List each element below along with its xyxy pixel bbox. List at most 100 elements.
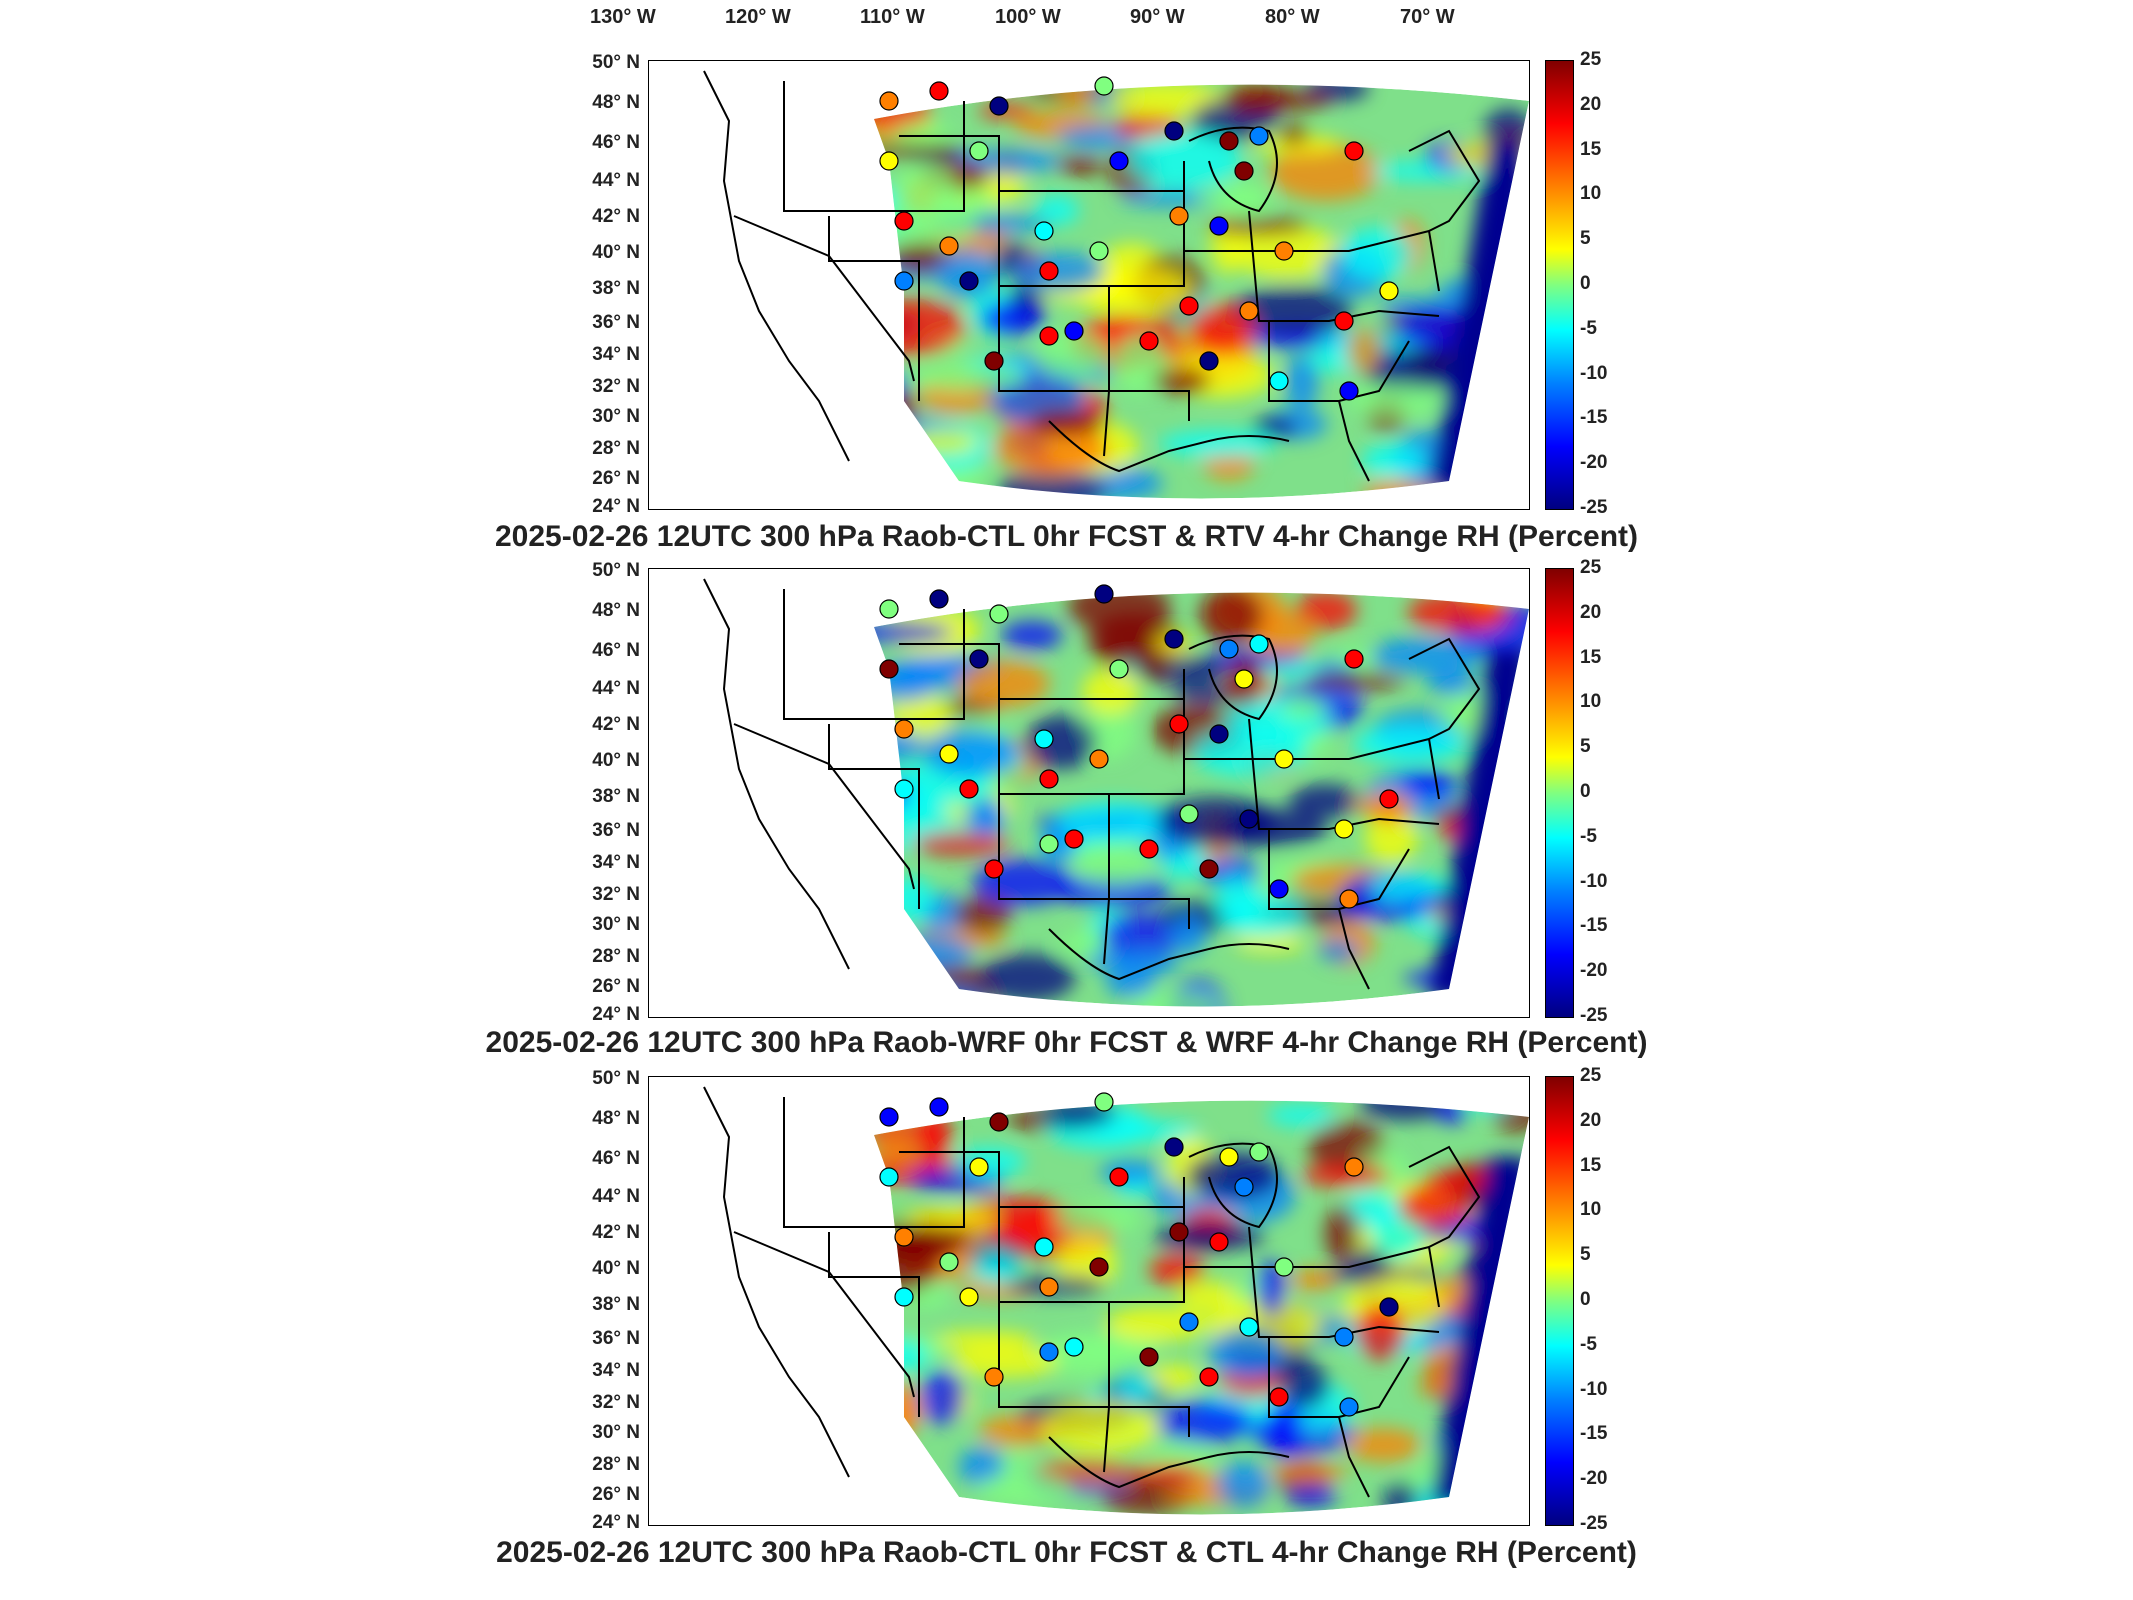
longitude-axis: 130° W 120° W 110° W 100° W 90° W 80° W 70° W: [0, 6, 2133, 46]
map-panel-2: 50° N 48° N 46° N 44° N 42° N 40° N 38° N 36° N…: [0, 557, 2133, 1066]
colorbar-tick-label: -5: [1580, 825, 1597, 847]
colorbar-tick-label: 15: [1580, 138, 1602, 160]
state-boundary: [1108, 794, 1190, 929]
latitude-label: 30° N: [592, 914, 640, 935]
latitude-label: 44° N: [592, 1186, 640, 1207]
state-boundary: [733, 1231, 915, 1398]
state-boundary: [828, 724, 920, 909]
raob-station-marker: [1249, 126, 1269, 146]
raob-station-marker: [1039, 326, 1059, 346]
colorbar-tick-label: 25: [1580, 1065, 1602, 1086]
panel-title: 2025-02-26 12UTC 300 hPa Raob-CTL 0hr FC…: [496, 1536, 1637, 1569]
latitude-label: 36° N: [592, 820, 640, 841]
raob-station-marker: [1274, 1257, 1294, 1277]
latitude-label: 44° N: [592, 170, 640, 191]
raob-station-marker: [1109, 151, 1129, 171]
raob-station-marker: [1089, 749, 1109, 769]
latitude-label: 28° N: [592, 1454, 640, 1475]
raob-station-marker: [969, 1157, 989, 1177]
raob-station-marker: [1169, 1222, 1189, 1242]
colorbar-tick-label: 15: [1580, 646, 1602, 668]
state-boundary: [733, 723, 915, 890]
state-boundary: [1184, 737, 1440, 800]
latitude-label: 42° N: [592, 206, 640, 227]
colorbar: [1545, 60, 1574, 510]
raob-station-marker: [984, 351, 1004, 371]
raob-station-marker: [1179, 296, 1199, 316]
colorbar-tick-label: 20: [1580, 601, 1602, 623]
raob-station-marker: [959, 271, 979, 291]
raob-station-marker: [1339, 1397, 1359, 1417]
raob-station-marker: [1209, 1232, 1229, 1252]
map-panel-1: 50° N 48° N 46° N 44° N 42° N 40° N 38° N 36° N…: [0, 49, 2133, 558]
colorbar-tick-label: -10: [1580, 1378, 1608, 1400]
raob-station-marker: [1089, 241, 1109, 261]
latitude-label: 46° N: [592, 132, 640, 153]
raob-station-marker: [1379, 281, 1399, 301]
panel-title: 2025-02-26 12UTC 300 hPa Raob-CTL 0hr FC…: [494, 520, 1639, 553]
raob-station-marker: [939, 744, 959, 764]
latitude-label: 50° N: [592, 560, 640, 581]
raob-station-marker: [939, 236, 959, 256]
colorbar-tick-label: -25: [1580, 1513, 1608, 1534]
raob-station-marker: [1199, 351, 1219, 371]
state-boundary: [1248, 1226, 1440, 1338]
raob-station-marker: [879, 1167, 899, 1187]
state-boundary: [998, 794, 1111, 965]
raob-station-marker: [1064, 829, 1084, 849]
colorbar-tick-label: 25: [1580, 49, 1602, 70]
raob-station-marker: [959, 779, 979, 799]
latitude-label: 40° N: [592, 242, 640, 263]
colorbar-tick-label: 5: [1580, 1244, 1591, 1266]
colorbar-tick-label: -20: [1580, 452, 1608, 474]
raob-station-marker: [879, 1107, 899, 1127]
latitude-label: 28° N: [592, 438, 640, 459]
state-boundary: [703, 70, 850, 462]
raob-station-marker: [1379, 1297, 1399, 1317]
raob-station-marker: [894, 1287, 914, 1307]
state-boundary: [1188, 1142, 1278, 1229]
colorbar-tick-label: -10: [1580, 362, 1608, 384]
state-boundary: [1408, 1145, 1481, 1248]
longitude-label: 70° W: [1400, 6, 1455, 28]
latitude-label: 24° N: [592, 1512, 640, 1533]
state-boundary: [1248, 210, 1440, 322]
rh-change-map: [703, 70, 1529, 499]
raob-station-marker: [1139, 331, 1159, 351]
raob-station-marker: [1339, 889, 1359, 909]
raob-station-marker: [1219, 639, 1239, 659]
latitude-label: 44° N: [592, 678, 640, 699]
latitude-label: 38° N: [592, 1294, 640, 1315]
raob-station-marker: [1179, 1312, 1199, 1332]
raob-station-marker: [894, 779, 914, 799]
raob-station-marker: [929, 1097, 949, 1117]
latitude-label: 40° N: [592, 750, 640, 771]
raob-station-marker: [939, 1252, 959, 1272]
raob-station-marker: [1039, 834, 1059, 854]
state-boundary: [1188, 634, 1278, 721]
state-boundary: [1338, 1416, 1370, 1498]
raob-station-marker: [1164, 121, 1184, 141]
raob-station-marker: [1139, 839, 1159, 859]
raob-station-marker: [989, 96, 1009, 116]
raob-station-marker: [1039, 769, 1059, 789]
raob-station-marker: [984, 1367, 1004, 1387]
raob-station-marker: [989, 604, 1009, 624]
raob-station-marker: [894, 719, 914, 739]
panel-title: 2025-02-26 12UTC 300 hPa Raob-WRF 0hr FC…: [485, 1026, 1648, 1059]
raob-station-marker: [1094, 584, 1114, 604]
raob-station-marker: [1164, 1137, 1184, 1157]
rh-change-map: [703, 578, 1529, 1007]
latitude-label: 50° N: [592, 52, 640, 73]
state-boundary: [1338, 400, 1370, 482]
colorbar-tick-label: -15: [1580, 407, 1608, 429]
colorbar-tick-label: 20: [1580, 1109, 1602, 1131]
latitude-label: 34° N: [592, 1360, 640, 1381]
raob-station-marker: [1334, 819, 1354, 839]
raob-station-marker: [1089, 1257, 1109, 1277]
colorbar-tick-label: -20: [1580, 960, 1608, 982]
colorbar: [1545, 568, 1574, 1018]
longitude-label: 130° W: [590, 6, 656, 28]
raob-station-marker: [969, 141, 989, 161]
latitude-label: 38° N: [592, 786, 640, 807]
